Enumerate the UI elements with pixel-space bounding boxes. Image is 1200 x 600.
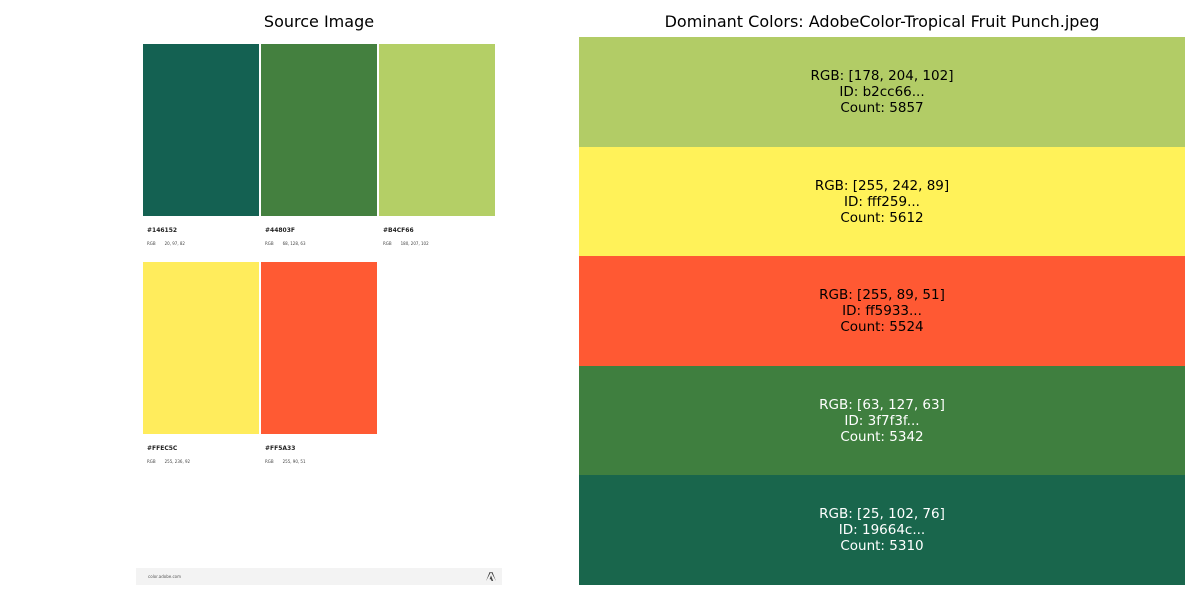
adobe-logo-icon xyxy=(486,572,496,581)
swatch-rgb-value: 68, 128, 63 xyxy=(282,241,306,246)
swatch-hex: #146152 xyxy=(147,227,178,234)
rgb-tag: RGB xyxy=(383,241,392,246)
color-band-2: RGB: [255, 242, 89] ID: fff259... Count:… xyxy=(579,147,1185,257)
color-band-1: RGB: [178, 204, 102] ID: b2cc66... Count… xyxy=(579,37,1185,147)
dominant-colors: RGB: [178, 204, 102] ID: b2cc66... Count… xyxy=(579,37,1185,585)
dominant-colors-title: Dominant Colors: AdobeColor-Tropical Fru… xyxy=(664,12,1100,31)
source-footer: color.adobe.com xyxy=(136,568,502,585)
rgb-tag: RGB xyxy=(265,241,274,246)
swatch-rgb: RGB 68, 128, 63 xyxy=(265,241,306,246)
color-id: ID: ff5933... xyxy=(842,303,922,319)
color-band-3: RGB: [255, 89, 51] ID: ff5933... Count: … xyxy=(579,256,1185,366)
swatch-5 xyxy=(261,262,377,434)
source-image: #146152 #44803F #B4CF66 RGB 20, 97, 82 RG… xyxy=(136,37,502,585)
color-count: Count: 5857 xyxy=(840,100,924,116)
swatch-rgb-value: 255, 90, 51 xyxy=(282,459,306,464)
swatch-rgb-value: 255, 236, 92 xyxy=(164,459,191,464)
rgb-tag: RGB xyxy=(147,241,156,246)
swatch-hex: #B4CF66 xyxy=(383,227,414,234)
color-id: ID: b2cc66... xyxy=(839,84,925,100)
color-count: Count: 5612 xyxy=(840,210,924,226)
color-rgb: RGB: [255, 89, 51] xyxy=(819,287,945,303)
swatch-rgb: RGB 20, 97, 82 xyxy=(147,241,185,246)
swatch-2 xyxy=(261,44,377,216)
swatch-4 xyxy=(143,262,259,434)
footer-url: color.adobe.com xyxy=(148,574,182,579)
swatch-rgb: RGB 255, 236, 92 xyxy=(147,459,190,464)
color-rgb: RGB: [255, 242, 89] xyxy=(814,178,950,194)
color-rgb: RGB: [178, 204, 102] xyxy=(810,68,954,84)
swatch-1 xyxy=(143,44,259,216)
swatch-3 xyxy=(379,44,495,216)
color-band-4: RGB: [63, 127, 63] ID: 3f7f3f... Count: … xyxy=(579,366,1185,476)
color-count: Count: 5524 xyxy=(840,319,924,335)
swatch-hex: #FFEC5C xyxy=(147,445,178,452)
color-rgb: RGB: [25, 102, 76] xyxy=(819,506,945,522)
swatch-rgb-value: 20, 97, 82 xyxy=(164,241,185,246)
color-rgb: RGB: [63, 127, 63] xyxy=(819,397,945,413)
color-id: ID: 19664c... xyxy=(838,522,926,538)
swatch-hex: #FF5A33 xyxy=(265,445,296,452)
swatch-rgb: RGB 180, 207, 102 xyxy=(383,241,429,246)
color-id: ID: fff259... xyxy=(844,194,920,210)
color-id: ID: 3f7f3f... xyxy=(844,413,920,429)
color-count: Count: 5342 xyxy=(840,429,924,445)
color-band-5: RGB: [25, 102, 76] ID: 19664c... Count: … xyxy=(579,475,1185,585)
swatch-rgb: RGB 255, 90, 51 xyxy=(265,459,306,464)
rgb-tag: RGB xyxy=(147,459,156,464)
source-image-title: Source Image xyxy=(263,12,375,31)
color-count: Count: 5310 xyxy=(840,538,924,554)
rgb-tag: RGB xyxy=(265,459,274,464)
swatch-rgb-value: 180, 207, 102 xyxy=(400,241,429,246)
swatch-hex: #44803F xyxy=(265,227,295,234)
